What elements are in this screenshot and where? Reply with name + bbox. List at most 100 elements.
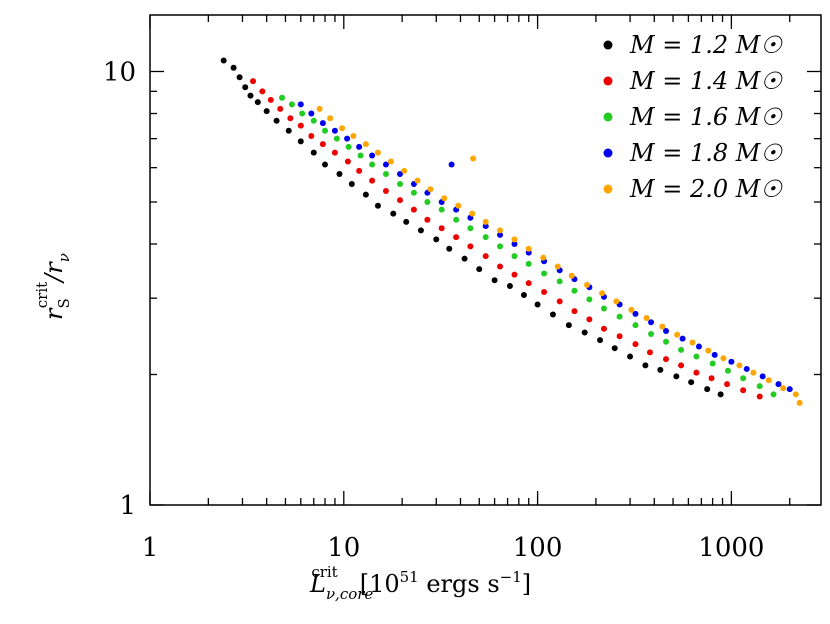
data-point bbox=[511, 241, 518, 248]
data-point bbox=[756, 383, 763, 390]
data-point bbox=[242, 84, 249, 91]
data-point bbox=[646, 349, 653, 356]
x-tick-label: 10 bbox=[327, 533, 360, 563]
data-point bbox=[693, 353, 700, 360]
legend-marker bbox=[603, 112, 613, 122]
data-point bbox=[467, 225, 474, 232]
data-point bbox=[556, 298, 563, 305]
legend-label: M = 1.2 M☉ bbox=[629, 31, 783, 59]
data-point bbox=[616, 333, 623, 340]
data-point bbox=[720, 355, 727, 362]
data-point bbox=[534, 301, 541, 308]
data-point bbox=[525, 260, 532, 267]
data-point bbox=[310, 117, 317, 124]
data-point bbox=[482, 234, 489, 241]
data-point bbox=[678, 362, 685, 369]
data-point bbox=[476, 266, 483, 273]
data-point bbox=[554, 263, 561, 270]
data-point bbox=[549, 311, 556, 318]
series-3 bbox=[279, 94, 777, 398]
data-point bbox=[491, 277, 498, 284]
data-point bbox=[310, 149, 317, 156]
data-point bbox=[581, 329, 588, 336]
data-point bbox=[397, 181, 404, 188]
data-point bbox=[786, 386, 793, 393]
data-point bbox=[424, 198, 431, 205]
data-point bbox=[356, 167, 363, 174]
data-point bbox=[285, 127, 292, 134]
data-point bbox=[724, 381, 731, 388]
legend-marker bbox=[603, 184, 613, 194]
data-point bbox=[230, 64, 237, 71]
data-point bbox=[600, 305, 607, 312]
data-point bbox=[689, 339, 696, 346]
data-point bbox=[571, 287, 578, 294]
data-point bbox=[482, 253, 489, 260]
data-point bbox=[236, 74, 243, 81]
data-point bbox=[711, 351, 718, 358]
data-point bbox=[600, 325, 607, 332]
tick-labels: 1 10 100 1000 1 10 bbox=[103, 57, 765, 563]
data-point bbox=[775, 381, 782, 388]
legend-marker bbox=[603, 76, 613, 86]
data-point bbox=[297, 122, 304, 129]
data-point bbox=[497, 231, 504, 238]
data-point bbox=[568, 272, 575, 279]
series-5 bbox=[316, 105, 803, 406]
data-point bbox=[249, 78, 256, 85]
legend-label: M = 1.8 M☉ bbox=[629, 139, 783, 167]
series-1 bbox=[220, 57, 724, 398]
data-point bbox=[319, 120, 326, 127]
data-point bbox=[369, 177, 376, 184]
y-axis-title: rScrit/rν bbox=[33, 253, 73, 320]
data-point bbox=[259, 88, 266, 95]
data-point bbox=[333, 135, 340, 142]
data-point bbox=[632, 310, 639, 317]
data-point bbox=[693, 369, 700, 376]
plot-frame bbox=[149, 14, 822, 506]
data-point bbox=[736, 362, 743, 369]
data-point bbox=[724, 367, 731, 374]
data-point bbox=[511, 271, 518, 278]
axis-ticks bbox=[149, 15, 821, 506]
data-point bbox=[648, 319, 655, 326]
data-point bbox=[709, 360, 716, 367]
data-point bbox=[597, 337, 604, 344]
legend: M = 1.2 M☉ M = 1.4 M☉ M = 1.6 M☉ M = 1.8 M☉… bbox=[603, 31, 783, 203]
data-point bbox=[673, 373, 680, 380]
data-point bbox=[424, 216, 431, 223]
data-point bbox=[632, 322, 639, 329]
data-point bbox=[369, 152, 376, 159]
data-point bbox=[740, 387, 747, 394]
data-point bbox=[663, 356, 670, 363]
data-point bbox=[316, 105, 323, 112]
data-point bbox=[263, 108, 270, 115]
x-tick-label: 1000 bbox=[698, 533, 764, 563]
data-point bbox=[357, 152, 364, 159]
data-point bbox=[663, 338, 670, 345]
data-point bbox=[586, 316, 593, 323]
data-point bbox=[743, 365, 750, 372]
data-point bbox=[674, 331, 681, 338]
data-point bbox=[401, 167, 408, 174]
data-point bbox=[403, 218, 410, 225]
data-point bbox=[331, 127, 338, 134]
data-point bbox=[350, 132, 357, 139]
legend-label: M = 2.0 M☉ bbox=[629, 175, 783, 203]
data-point bbox=[273, 117, 280, 124]
data-point bbox=[336, 171, 343, 178]
data-point bbox=[565, 322, 572, 329]
data-point bbox=[525, 245, 532, 252]
legend-marker bbox=[603, 148, 613, 158]
data-point bbox=[220, 57, 227, 64]
series-2 bbox=[249, 78, 763, 400]
data-point bbox=[678, 346, 685, 353]
data-point bbox=[308, 132, 315, 139]
data-point bbox=[453, 234, 460, 241]
data-point bbox=[613, 298, 620, 305]
data-point bbox=[469, 210, 476, 217]
data-point bbox=[279, 94, 286, 101]
data-point bbox=[497, 227, 504, 234]
data-point bbox=[446, 245, 453, 252]
